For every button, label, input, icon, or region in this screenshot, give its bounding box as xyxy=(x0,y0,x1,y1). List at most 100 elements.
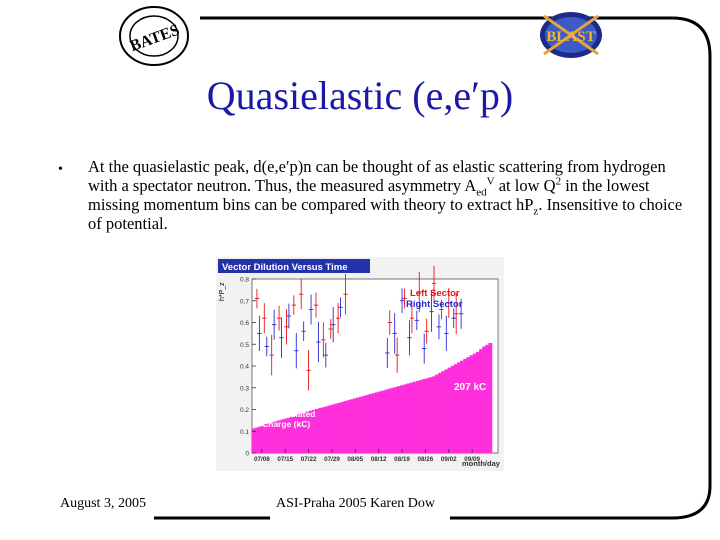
bullet-sup-2: 2 xyxy=(555,175,562,188)
charge-bar xyxy=(280,419,285,453)
charge-bar xyxy=(485,344,490,453)
bullet-part-3: in the lowest missing momentum bins can … xyxy=(88,176,650,214)
chart-ylabel: h*P_z xyxy=(219,282,226,301)
charge-bar xyxy=(381,390,386,453)
charge-bar xyxy=(422,379,427,453)
blast-logo: BLAST xyxy=(540,12,602,58)
vector-dilution-chart: Vector Dilution Versus Time h*P_z 0 0.1 0.… xyxy=(216,257,504,471)
charge-bar xyxy=(453,364,458,453)
charge-bar xyxy=(438,372,442,453)
charge-bar xyxy=(488,343,493,453)
charge-bar xyxy=(472,353,477,453)
charge-bar xyxy=(475,351,480,453)
bullet-text: At the quasielastic peak, d(e,e′p)n can … xyxy=(88,157,688,233)
charge-bar xyxy=(425,378,430,453)
x-tick-label: 07/15 xyxy=(277,456,293,463)
y-tick-label: 0.5 xyxy=(240,342,249,349)
x-tick-label: 09/02 xyxy=(441,456,457,463)
charge-bar xyxy=(318,408,322,453)
charge-bar xyxy=(463,358,468,453)
charge-bar xyxy=(466,357,471,453)
x-tick-label: 07/29 xyxy=(324,456,340,463)
frame-border xyxy=(200,16,712,520)
x-tick-label: 08/26 xyxy=(418,456,434,463)
charge-bar xyxy=(397,386,401,453)
x-tick-label: 08/12 xyxy=(371,456,387,463)
charge-bar xyxy=(293,416,297,453)
charge-bar xyxy=(469,355,474,453)
charge-bar xyxy=(321,407,326,453)
bullet-part-2: at low Q xyxy=(494,176,556,195)
charge-bar xyxy=(274,421,278,453)
charge-bar xyxy=(362,395,367,453)
bates-logo: BATES xyxy=(119,6,189,66)
charge-bar xyxy=(334,403,338,453)
charge-bar xyxy=(302,412,307,453)
charge-bar xyxy=(479,349,483,453)
x-tick-label: 08/19 xyxy=(394,456,410,463)
charge-bar xyxy=(365,394,370,453)
charge-bar xyxy=(416,380,420,453)
legend-right-sector: Right Sector xyxy=(406,299,463,310)
bullet-marker: • xyxy=(58,162,63,177)
charge-bar xyxy=(444,369,449,453)
charge-bar xyxy=(324,406,329,453)
charge-bar xyxy=(356,397,360,453)
charge-label-line1: Accumulated xyxy=(262,409,315,419)
charge-bar xyxy=(337,402,341,453)
chart-title: Vector Dilution Versus Time xyxy=(222,262,347,273)
x-tick-label: 07/08 xyxy=(254,456,270,463)
charge-bar xyxy=(255,427,259,453)
charge-label-line2: Charge (kC) xyxy=(262,419,310,429)
y-tick-label: 0.8 xyxy=(240,277,249,284)
x-tick-label: 09/09 xyxy=(464,456,480,463)
charge-bar xyxy=(267,423,272,453)
charge-bar xyxy=(457,362,461,453)
charge-bar xyxy=(346,400,351,453)
slide-title: Quasielastic (e,e′p) xyxy=(206,73,514,118)
charge-bar xyxy=(296,414,300,453)
bullet-sub-z: z xyxy=(533,205,539,218)
charge-bar xyxy=(428,377,433,453)
charge-bar xyxy=(460,360,464,453)
charge-bar xyxy=(349,399,354,453)
charge-bar xyxy=(340,401,345,453)
charge-total-label: 207 kC xyxy=(454,382,486,393)
charge-bar xyxy=(343,401,348,453)
charge-bar xyxy=(289,416,294,453)
charge-bar xyxy=(327,405,332,453)
charge-bar xyxy=(270,422,275,453)
bullet-part-1: At the quasielastic peak, d(e,e′p)n can … xyxy=(88,157,666,195)
charge-bar xyxy=(447,367,452,453)
charge-bar xyxy=(305,411,310,453)
y-tick-label: 0.6 xyxy=(240,320,249,327)
charge-bar xyxy=(387,388,392,453)
charge-bar xyxy=(400,385,404,453)
bullet-sup-v: V xyxy=(486,175,495,188)
chart-xlabel: month/day xyxy=(462,459,501,468)
charge-bar xyxy=(299,413,304,453)
y-tick-label: 0.1 xyxy=(240,429,249,436)
charge-bar xyxy=(390,387,395,453)
y-tick-label: 0.7 xyxy=(240,298,249,305)
legend-left-sector: Left Sector xyxy=(410,288,460,299)
charge-bar xyxy=(264,423,269,453)
chart-title-bar xyxy=(218,259,370,273)
charge-bar xyxy=(378,391,382,453)
charge-bar xyxy=(412,381,417,453)
charge-bar xyxy=(277,420,281,453)
charge-bar xyxy=(352,398,357,453)
charge-bar xyxy=(434,374,439,453)
charge-bar xyxy=(371,393,376,453)
charge-bar xyxy=(450,365,455,453)
charge-bar xyxy=(252,428,256,453)
charge-bar xyxy=(406,383,411,453)
charge-bar xyxy=(441,371,445,453)
charge-bar xyxy=(409,382,414,453)
y-tick-label: 0.4 xyxy=(240,364,249,371)
bullet-sub-ed: ed xyxy=(476,186,487,199)
charge-bar xyxy=(261,425,266,453)
footer-center: ASI-Praha 2005 Karen Dow xyxy=(276,496,436,511)
charge-bar xyxy=(311,409,316,453)
